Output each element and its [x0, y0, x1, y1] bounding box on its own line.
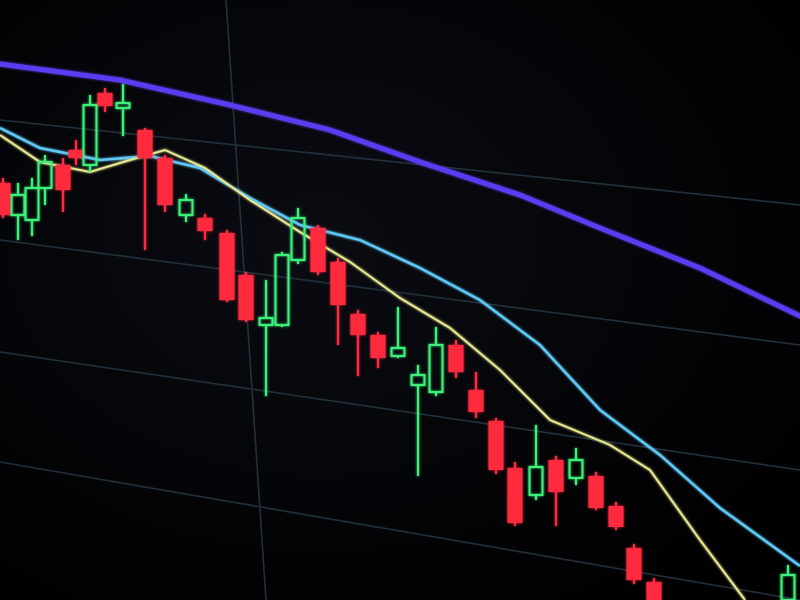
bullish-candle [410, 365, 426, 476]
candle-body [97, 93, 113, 106]
mid-moving-average-line [0, 126, 800, 568]
candle-body [507, 468, 523, 523]
candle-body [428, 344, 444, 393]
bearish-candle [97, 88, 113, 112]
candle-body [290, 217, 306, 261]
candle-body [68, 150, 84, 158]
bullish-candle [178, 194, 194, 222]
candle-body [137, 130, 153, 158]
bearish-candle [157, 155, 173, 212]
bearish-candle [310, 225, 326, 275]
bearish-candle [626, 544, 642, 584]
candle-body [780, 574, 796, 600]
bearish-candle [238, 272, 254, 322]
bullish-candle [290, 208, 306, 264]
long-moving-average-line [0, 61, 800, 319]
candle-body [82, 104, 98, 166]
candle-body [390, 347, 406, 357]
candles [0, 84, 796, 600]
candle-body [626, 548, 642, 580]
bearish-candle [488, 418, 504, 474]
candle-body [24, 187, 40, 221]
bearish-candle [588, 472, 604, 510]
bullish-candle [274, 252, 290, 327]
candle-body [548, 460, 564, 492]
grid-line [0, 119, 800, 206]
bullish-candle [528, 425, 544, 500]
candle-body [238, 275, 254, 320]
candle-body [37, 161, 53, 189]
candle-body [448, 345, 464, 372]
bearish-candle [197, 214, 213, 240]
candle-body [468, 390, 484, 412]
grid-line [0, 351, 800, 471]
candle-body [310, 228, 326, 272]
candle-body [197, 218, 213, 231]
candle-body [608, 506, 624, 527]
bullish-candle [24, 178, 40, 236]
candle-body [350, 314, 366, 335]
grid-line [0, 239, 800, 346]
bearish-candle [448, 340, 464, 378]
bearish-candle [137, 128, 153, 250]
bearish-candle [507, 462, 523, 526]
candle-body [528, 466, 544, 496]
candle-body [568, 459, 584, 479]
bullish-candle [780, 565, 796, 600]
candle-body [274, 254, 290, 326]
bullish-candle [258, 280, 274, 396]
short-moving-average-line [0, 134, 746, 600]
bearish-candle [468, 372, 484, 418]
bearish-candle [350, 310, 366, 376]
bearish-candle [548, 456, 564, 526]
candle-body [178, 199, 194, 216]
candle-body [55, 165, 71, 190]
bearish-candle [0, 178, 11, 218]
bearish-candle [68, 140, 84, 165]
bearish-candle [330, 258, 346, 345]
bearish-candle [370, 332, 386, 368]
candle-body [488, 421, 504, 470]
candle-body [410, 374, 426, 386]
candle-body [330, 262, 346, 305]
candle-body [115, 102, 131, 109]
bullish-candle [390, 307, 406, 358]
candle-body [0, 183, 11, 215]
bearish-candle [646, 578, 662, 600]
bullish-candle [568, 448, 584, 485]
moving-average-lines [0, 61, 800, 600]
candle-body [370, 335, 386, 358]
bullish-candle [10, 183, 26, 240]
candle-body [219, 233, 235, 300]
bearish-candle [55, 158, 71, 212]
candle-body [10, 194, 26, 216]
candle-body [588, 476, 604, 508]
bullish-candle [82, 95, 98, 172]
candle-body [258, 317, 274, 326]
bullish-candle [115, 84, 131, 136]
bearish-candle [608, 502, 624, 530]
bearish-candle [219, 230, 235, 302]
grid-line [0, 461, 800, 600]
candle-body [157, 158, 173, 205]
candle-body [646, 582, 662, 600]
bullish-candle [37, 155, 53, 205]
bullish-candle [428, 327, 444, 396]
